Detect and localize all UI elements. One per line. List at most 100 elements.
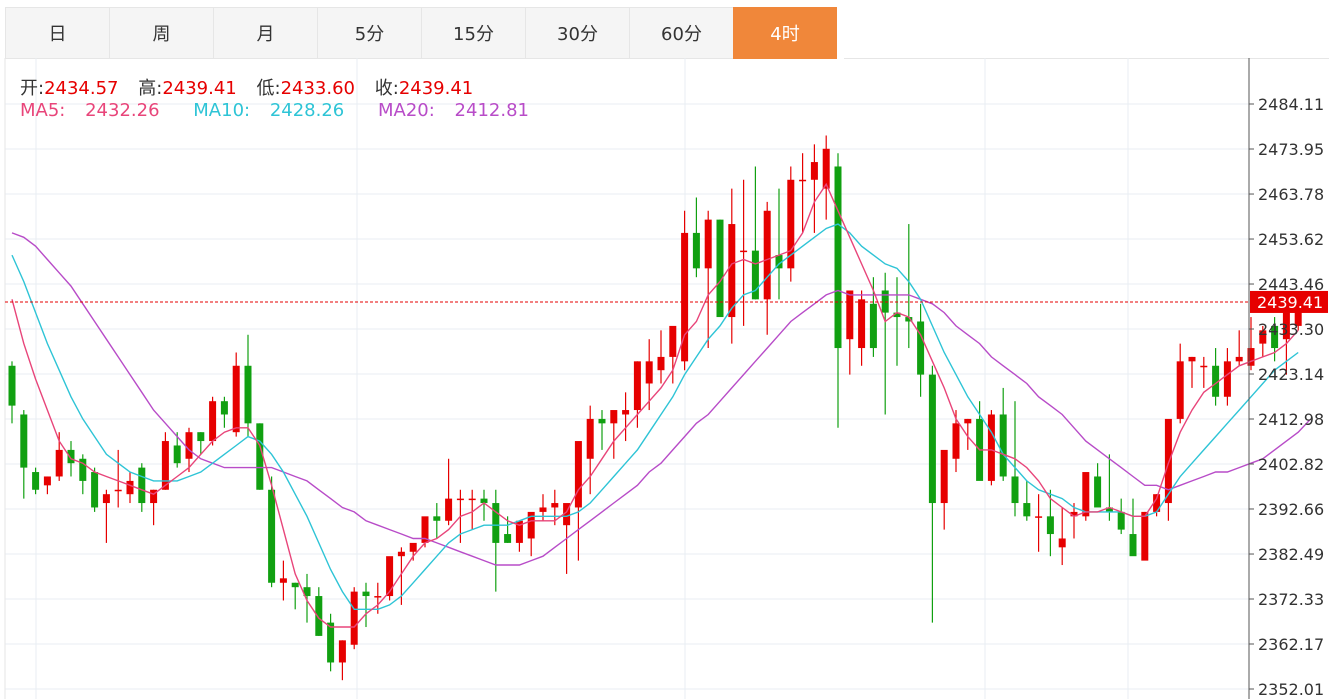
candle (480, 489, 488, 521)
last-price-tag (1250, 290, 1328, 313)
candle (291, 582, 299, 610)
ma10-value: 2428.26 (269, 100, 345, 121)
candle (256, 423, 264, 490)
high-value: 2439.41 (162, 78, 237, 99)
candle (338, 640, 346, 681)
candle (1082, 472, 1090, 521)
candle (244, 334, 252, 437)
candle (1176, 343, 1184, 424)
ma5-value: 2432.26 (85, 100, 160, 121)
candle (220, 396, 228, 428)
candle (987, 410, 995, 486)
candle (1259, 325, 1267, 357)
candle (1271, 317, 1279, 362)
candle (763, 201, 771, 335)
tab-month[interactable]: 月 (213, 7, 317, 59)
y-tick-label: 2453.62 (1258, 230, 1324, 249)
candle (1070, 503, 1078, 539)
y-tick-label: 2382.49 (1258, 545, 1324, 564)
candle (1035, 494, 1043, 552)
tab-30min[interactable]: 30分 (525, 7, 629, 59)
candle (574, 441, 582, 561)
ma5-label: MA5: (20, 100, 66, 121)
last-price-label: 2439.41 (1257, 293, 1323, 312)
candle (1129, 498, 1137, 557)
candle (846, 290, 854, 375)
candle (657, 330, 665, 384)
candles (8, 135, 1302, 681)
candle (622, 392, 630, 442)
candle (681, 210, 689, 371)
candle (598, 410, 606, 450)
candle (964, 418, 972, 450)
ma-readout: MA5: 2432.26 MA10: 2428.26 MA20: 2412.81 (20, 100, 557, 121)
chart-grid (4, 58, 1249, 699)
candle (1141, 511, 1149, 561)
candle (787, 166, 795, 282)
low-label: 低: (256, 78, 281, 99)
candle (751, 166, 759, 300)
candle (822, 135, 830, 220)
y-tick-label: 2392.66 (1258, 500, 1324, 519)
candle (952, 410, 960, 473)
ma-lines (11, 182, 1311, 628)
candle (905, 224, 913, 349)
candle (610, 410, 618, 459)
open-label: 开: (20, 78, 45, 99)
tab-week[interactable]: 周 (109, 7, 213, 59)
candle (386, 556, 394, 601)
candle (976, 401, 984, 481)
ma5-line (11, 182, 1299, 628)
y-tick-label: 2433.30 (1258, 320, 1324, 339)
candle (586, 405, 594, 495)
tab-15min[interactable]: 15分 (421, 7, 525, 59)
candle (102, 489, 110, 543)
candle (91, 467, 99, 512)
candle (893, 277, 901, 366)
ma10-readout: MA10: 2428.26 (193, 100, 358, 121)
candle (527, 511, 535, 557)
candle (704, 210, 712, 349)
tab-4h[interactable]: 4时 (733, 7, 837, 59)
candle (940, 449, 948, 530)
ma20-line (11, 232, 1311, 566)
candle (858, 290, 866, 366)
open-value: 2434.57 (44, 78, 119, 99)
candle (279, 560, 287, 601)
candle (515, 520, 523, 552)
tab-day[interactable]: 日 (5, 7, 109, 59)
candle (492, 489, 500, 592)
candle (928, 365, 936, 623)
candle (917, 303, 925, 397)
y-tick-label: 2352.01 (1258, 680, 1324, 699)
candle (126, 472, 134, 504)
tab-5min[interactable]: 5分 (317, 7, 421, 59)
price-axis: 2484.11 2473.95 2463.78 2453.62 2443.46 2433.… (5, 58, 1328, 699)
candle (468, 489, 476, 530)
tab-60min[interactable]: 60分 (629, 7, 733, 59)
candle (20, 410, 28, 499)
candle (716, 219, 724, 318)
candle (728, 188, 736, 344)
y-tick-label: 2372.33 (1258, 590, 1324, 609)
candle (315, 587, 323, 636)
candle (232, 352, 240, 437)
candle (32, 467, 40, 495)
candle (999, 387, 1007, 481)
close-label: 收: (374, 78, 399, 99)
candle (362, 582, 370, 628)
y-tick-label: 2423.14 (1258, 365, 1324, 384)
candle (1282, 312, 1290, 375)
close-value: 2439.41 (398, 78, 474, 99)
ma5-readout: MA5: 2432.26 (20, 100, 174, 121)
ma10-line (11, 223, 1299, 610)
candle (161, 432, 169, 490)
candle (8, 361, 16, 424)
candle (1235, 330, 1243, 366)
ohlc-readout: 开:2434.57 高:2439.41 低:2433.60 收:2439.41 (20, 74, 487, 100)
candle (433, 503, 441, 539)
candle (303, 573, 311, 623)
candle (881, 272, 889, 415)
candle (409, 542, 417, 561)
candle (775, 188, 783, 300)
